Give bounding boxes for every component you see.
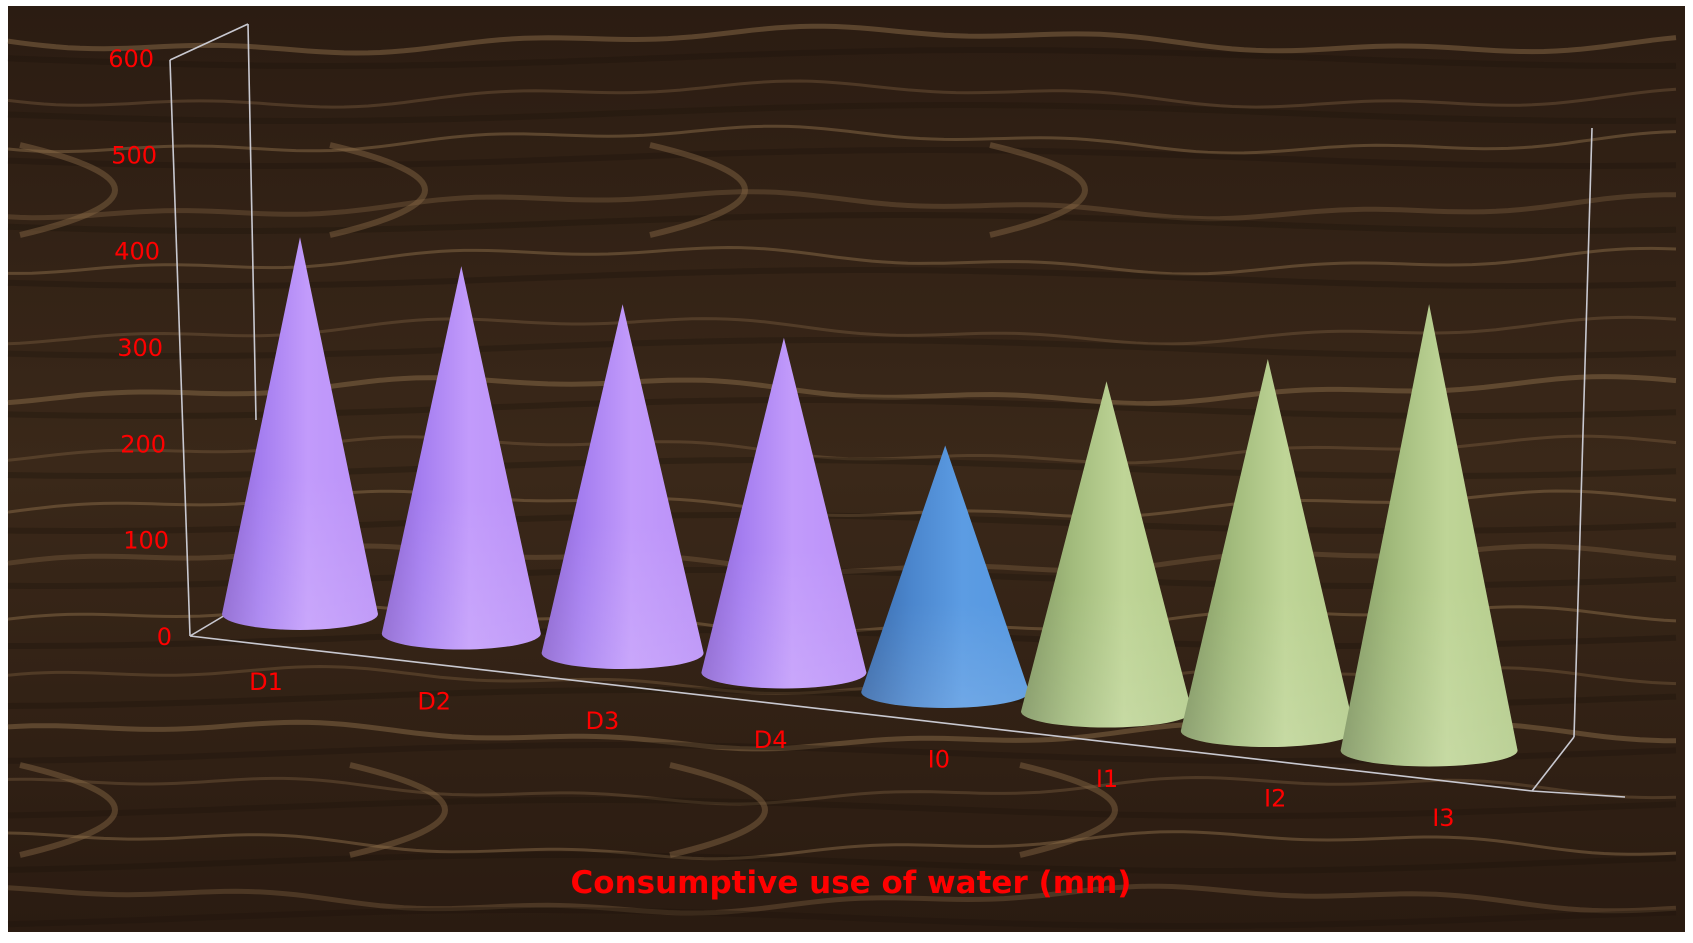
x-axis-title: Consumptive use of water (mm): [571, 865, 1132, 901]
x-axis-categories: D1 D2 D3 D4 I0 I1 I2 I3: [249, 668, 1454, 832]
y-tick-label: 400: [114, 238, 160, 266]
y-tick-label: 200: [120, 430, 166, 458]
cone-shine: [222, 237, 378, 630]
category-label: I0: [928, 746, 950, 774]
category-label: I3: [1432, 804, 1454, 832]
wood-knot: [349, 762, 448, 858]
wood-knot: [989, 142, 1088, 238]
y-tick-label: 500: [111, 141, 157, 169]
wood-grain-dark: [7, 797, 1677, 819]
wood-grain-dark: [7, 852, 1677, 874]
wood-grain-line: [7, 189, 1676, 222]
category-label: D3: [586, 707, 620, 735]
wood-knot: [329, 142, 428, 238]
y-tick-label: 300: [117, 334, 163, 362]
category-label: I1: [1096, 765, 1118, 793]
y-tick-label: 600: [108, 45, 154, 73]
wood-grain-line: [7, 23, 1677, 56]
cone-shine: [381, 266, 541, 650]
y-tick-label: 0: [157, 623, 172, 651]
cone-I3: [1340, 304, 1518, 767]
axis-back-right-edge: [1573, 127, 1593, 738]
cone-series: [222, 237, 1518, 767]
cone-D1: [222, 237, 378, 630]
wood-grain-dark: [7, 267, 1677, 289]
wood-knot: [19, 142, 118, 238]
y-axis-ticks: 0 100 200 300 400 500 600: [108, 45, 172, 651]
wood-grain-dark: [7, 47, 1677, 69]
x-axis-line: [189, 635, 1533, 792]
axis-back-left-edge: [247, 23, 257, 421]
cone-D3: [541, 304, 704, 669]
cone-shine: [701, 337, 867, 689]
wood-knot: [1019, 762, 1118, 858]
wood-grain-line: [7, 124, 1677, 155]
category-label: D1: [249, 668, 283, 696]
cone-shine: [541, 304, 704, 669]
wood-grain-dark: [7, 147, 1677, 169]
wood-grain-line: [7, 883, 1677, 916]
cone-D4: [701, 337, 867, 689]
wood-grain-line: [8, 245, 1677, 276]
cone-shine: [1340, 304, 1518, 767]
cone-I2: [1180, 359, 1355, 747]
wood-knot: [649, 142, 748, 238]
cone-shine: [1021, 381, 1192, 728]
wood-grain-dark: [7, 907, 1677, 929]
cone-I0: [861, 445, 1030, 708]
category-label: D2: [417, 687, 451, 715]
axis-frame: [169, 23, 1626, 798]
cone-shine: [861, 445, 1030, 708]
cone-I1: [1021, 381, 1192, 728]
wood-grain-line: [7, 775, 1677, 806]
wood-knot: [669, 762, 768, 858]
axis-back-top-left: [169, 23, 249, 61]
wood-grain-dark: [7, 102, 1677, 124]
axis-floor-right: [1531, 736, 1575, 792]
category-label: D4: [754, 726, 788, 754]
cone-shine: [1180, 359, 1355, 747]
category-label: I2: [1264, 784, 1286, 812]
axis-floor-extension: [1531, 790, 1626, 798]
wood-grain-dark: [7, 212, 1677, 234]
y-tick-label: 100: [123, 527, 169, 555]
wood-grain-line: [7, 79, 1677, 109]
wood-grain-line: [7, 830, 1677, 861]
y-axis-line: [169, 59, 191, 637]
cone-D2: [381, 266, 541, 650]
wood-knot: [19, 762, 118, 858]
